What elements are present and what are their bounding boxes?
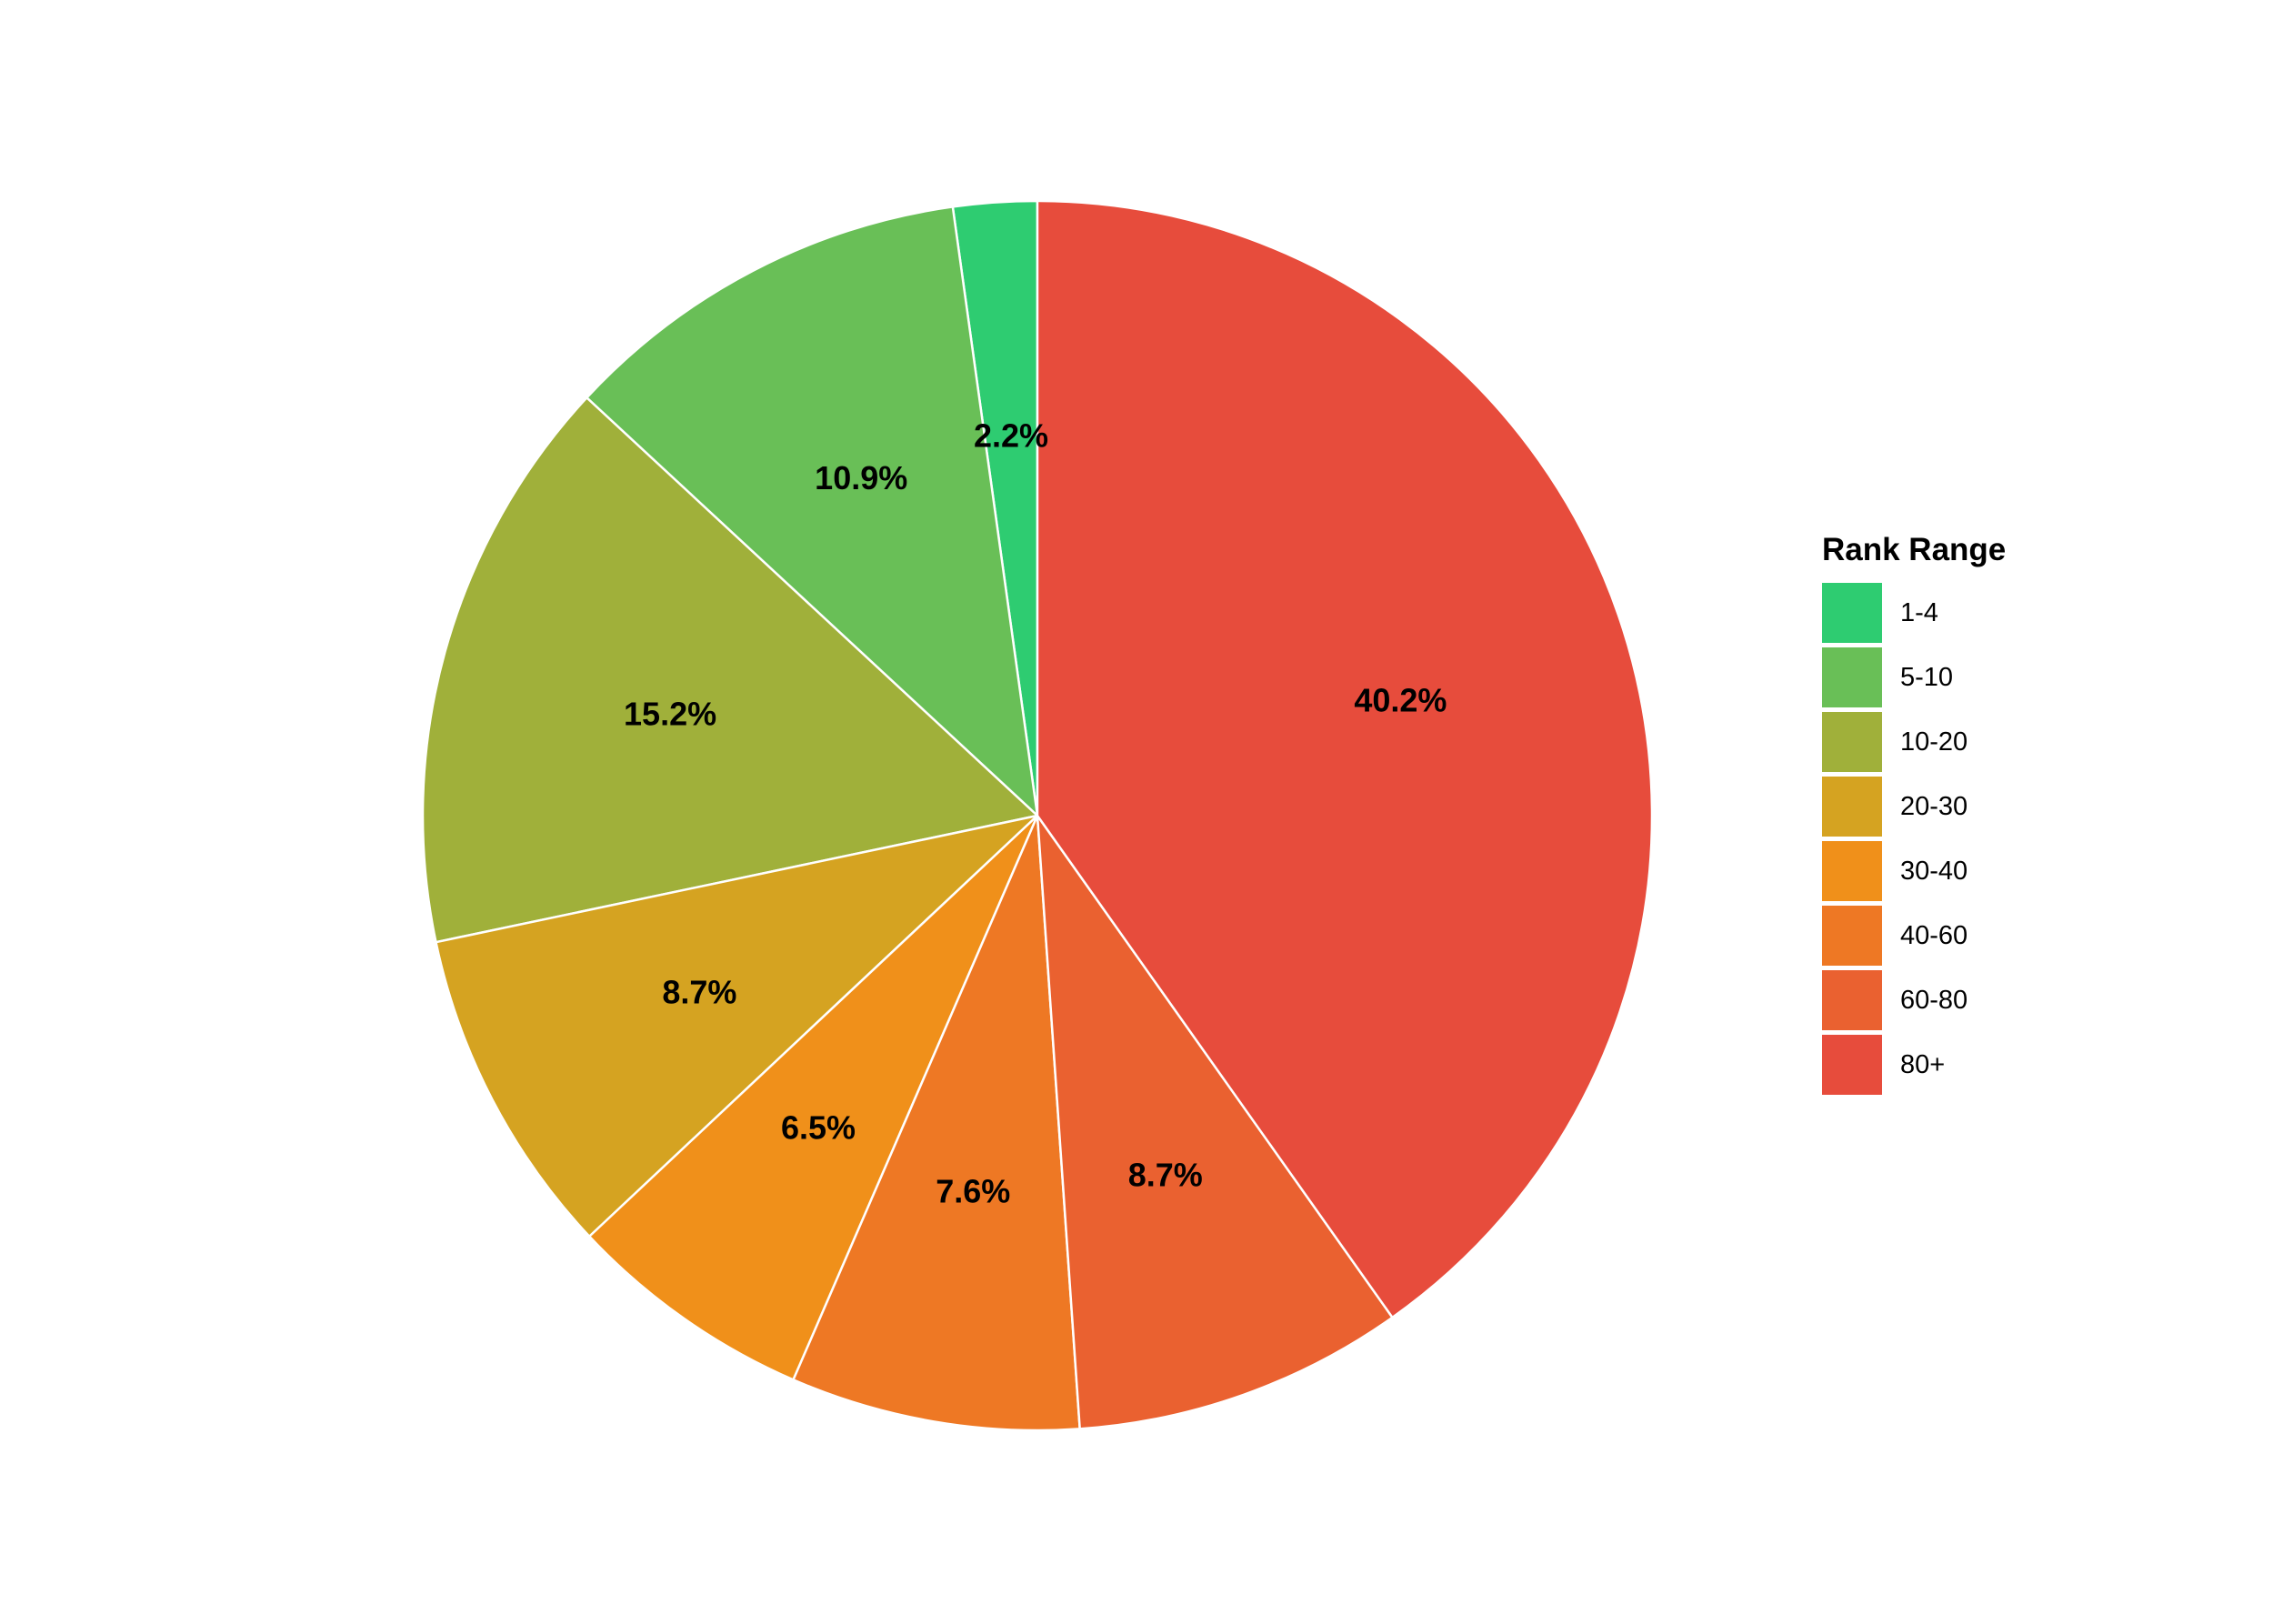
legend-swatch-30-40 [1822,841,1882,901]
slice-label-80+: 40.2% [1354,681,1447,718]
slice-label-20-30: 8.7% [662,973,736,1010]
legend-item-5-10: 5-10 [1822,646,2006,709]
legend-label-1-4: 1-4 [1900,597,1938,627]
legend-item-80+: 80+ [1822,1033,2006,1097]
legend-items: 1-4 5-10 10-20 20-30 30-40 40-60 60-80 80+ [1822,581,2006,1097]
slice-label-5-10: 10.9% [815,459,907,496]
legend: Rank Range 1-4 5-10 10-20 20-30 30-40 40-60 60… [1822,532,2006,1098]
pie-slice-30-40 [587,815,1039,1382]
legend-swatch-5-10 [1822,647,1882,707]
slice-label-1-4: 2.2% [974,416,1048,454]
legend-label-20-30: 20-30 [1900,791,1968,821]
labels-layer: 2.2% 10.9% 15.2% 8.7% 6.5% 7.6% 8.7% 40.2% [624,416,1447,1209]
legend-item-20-30: 20-30 [1822,775,2006,838]
legend-item-40-60: 40-60 [1822,904,2006,967]
pie-slice-5-10 [585,206,1039,819]
pie-slice-10-20 [421,396,1040,944]
legend-swatch-20-30 [1822,777,1882,837]
legend-swatch-80+ [1822,1035,1882,1095]
pie-slice-60-80 [1036,811,1395,1430]
legend-swatch-40-60 [1822,906,1882,966]
legend-label-40-60: 40-60 [1900,920,1968,950]
legend-item-10-20: 10-20 [1822,710,2006,774]
legend-label-30-40: 30-40 [1900,856,1968,886]
slices-layer [421,199,1654,1432]
legend-item-30-40: 30-40 [1822,839,2006,903]
legend-label-60-80: 60-80 [1900,985,1968,1015]
pie-slice-80+ [1036,199,1654,1319]
legend-swatch-1-4 [1822,583,1882,643]
legend-swatch-10-20 [1822,712,1882,772]
slice-label-30-40: 6.5% [781,1108,856,1146]
pie-slice-40-60 [791,815,1082,1432]
legend-title: Rank Range [1822,532,2007,567]
legend-label-80+: 80+ [1900,1049,1946,1079]
legend-label-5-10: 5-10 [1900,662,1954,692]
legend-item-1-4: 1-4 [1822,581,2006,645]
slice-label-40-60: 7.6% [936,1173,1010,1210]
legend-label-10-20: 10-20 [1900,727,1968,757]
pie-slice-20-30 [434,813,1042,1238]
slice-label-60-80: 8.7% [1128,1156,1203,1193]
slice-label-10-20: 15.2% [624,696,716,733]
legend-swatch-60-80 [1822,970,1882,1030]
legend-item-60-80: 60-80 [1822,968,2006,1032]
